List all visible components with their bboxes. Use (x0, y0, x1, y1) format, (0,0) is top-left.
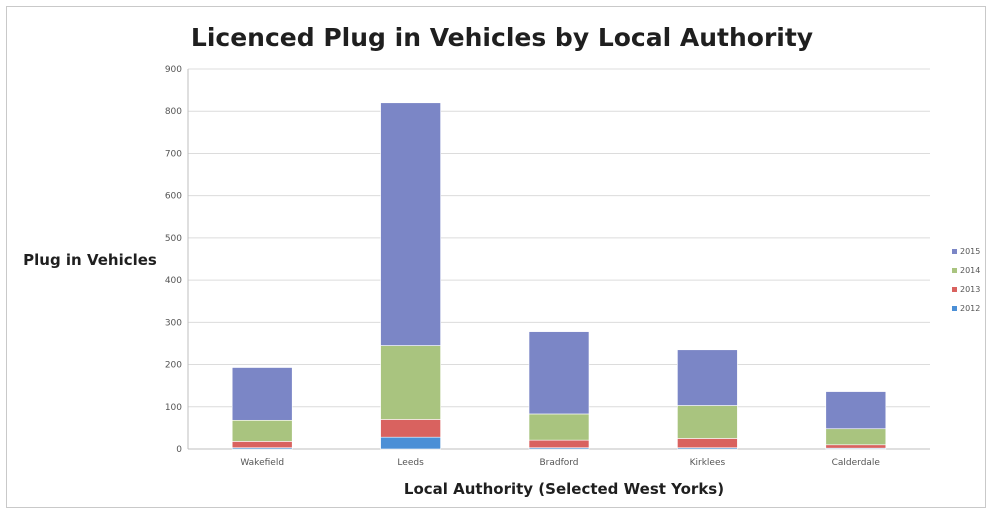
y-tick-label: 0 (176, 445, 182, 455)
y-axis-ticks: 0 100 200 300 400 500 600 700 800 900 (165, 65, 182, 455)
legend-label-2013: 2013 (960, 285, 980, 294)
x-axis-categories: Wakefield Leeds Bradford Kirklees Calderdale (240, 458, 880, 468)
bar-segment-2015-calderdale (825, 391, 887, 430)
legend-swatch-2013 (952, 287, 957, 292)
legend-swatch-2014 (952, 268, 957, 273)
y-tick-label: 700 (165, 149, 182, 159)
legend-label-2015: 2015 (960, 247, 980, 256)
y-tick-label: 100 (165, 403, 182, 413)
bar-segment-2014-calderdale (825, 428, 887, 446)
bar-segment-2015-kirklees (677, 349, 738, 406)
bar-segment-2014-bradford (528, 413, 590, 441)
legend: 2015 2014 2013 2012 (952, 247, 980, 313)
gridlines (187, 68, 930, 450)
x-category-label: Kirklees (690, 458, 726, 468)
x-axis-label: Local Authority (Selected West Yorks) (404, 480, 724, 498)
y-tick-label: 500 (165, 234, 182, 244)
y-tick-label: 800 (165, 107, 182, 117)
legend-swatch-2012 (952, 306, 957, 311)
y-tick-label: 900 (165, 65, 182, 75)
bar-segment-2013-wakefield (231, 441, 293, 449)
bar-segment-2014-wakefield (231, 419, 293, 442)
y-tick-label: 300 (165, 318, 182, 328)
x-category-label: Wakefield (240, 458, 284, 468)
y-tick-label: 400 (165, 276, 182, 286)
bar-segment-2014-leeds (380, 345, 441, 420)
bars (231, 102, 887, 450)
y-tick-label: 600 (165, 192, 182, 202)
bar-segment-2012-leeds (380, 436, 441, 450)
bar-segment-2013-kirklees (677, 438, 738, 449)
bar-segment-2013-calderdale (825, 444, 887, 449)
legend-label-2014: 2014 (960, 266, 980, 275)
bar-segment-2014-kirklees (677, 405, 738, 439)
legend-label-2012: 2012 (960, 304, 980, 313)
x-category-label: Calderdale (832, 458, 881, 468)
bar-segment-2015-bradford (528, 331, 590, 415)
chart-frame (6, 6, 986, 508)
legend-swatch-2015 (952, 249, 957, 254)
bar-segment-2013-leeds (380, 419, 441, 438)
bar-segment-2015-wakefield (231, 367, 293, 421)
bar-segment-2013-bradford (528, 439, 590, 449)
x-category-label: Leeds (397, 458, 424, 468)
bar-segment-2015-leeds (380, 102, 441, 346)
y-tick-label: 200 (165, 361, 182, 371)
x-category-label: Bradford (539, 458, 578, 468)
y-axis-label: Plug in Vehicles (23, 251, 157, 269)
chart-title: Licenced Plug in Vehicles by Local Autho… (191, 23, 813, 52)
